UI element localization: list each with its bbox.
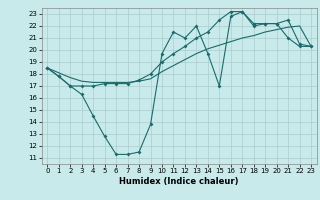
X-axis label: Humidex (Indice chaleur): Humidex (Indice chaleur) [119, 177, 239, 186]
